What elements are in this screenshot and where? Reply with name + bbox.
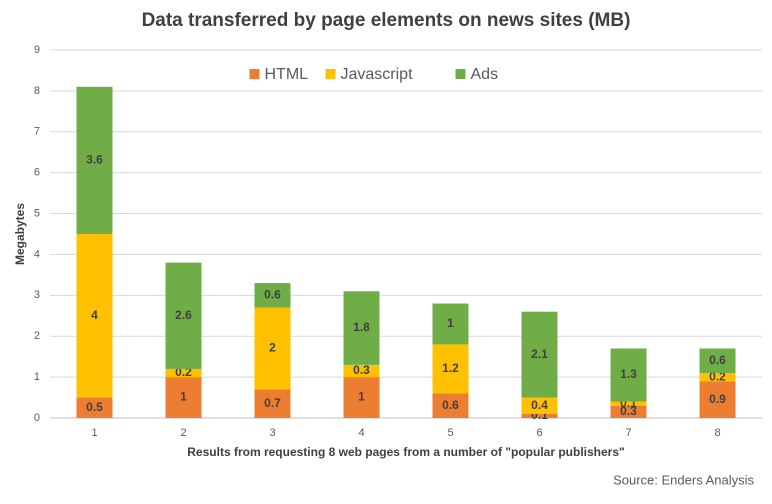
legend-swatch (455, 69, 466, 79)
x-tick-label: 4 (358, 427, 364, 439)
data-label: 2.6 (175, 308, 192, 322)
x-tick-label: 1 (91, 427, 97, 439)
data-label: 1 (447, 316, 454, 330)
legend-swatch (249, 69, 260, 79)
bar-segment (343, 364, 380, 378)
legend-label: Javascript (341, 66, 414, 83)
source-note: Source: Enders Analysis (613, 472, 754, 487)
bar-segment (699, 373, 736, 382)
y-tick-label: 0 (34, 412, 40, 424)
bar-segment (610, 348, 647, 402)
bar-segment (254, 283, 291, 308)
bar-segment (76, 397, 113, 418)
bar-segment (343, 291, 380, 365)
data-label: 4 (91, 308, 98, 322)
data-label: 0.3 (353, 363, 370, 377)
data-label: 1.3 (620, 367, 637, 381)
data-label: 1.8 (353, 320, 370, 334)
bar-segment (165, 377, 202, 418)
bar-segment (165, 368, 202, 378)
bar-segment (610, 405, 647, 418)
data-label: 0.6 (264, 288, 281, 302)
data-label: 0.4 (531, 398, 548, 412)
data-label: 2 (269, 341, 276, 355)
y-tick-label: 4 (34, 248, 40, 260)
data-label: 0.6 (709, 353, 726, 367)
chart-title: Data transferred by page elements on new… (142, 10, 631, 31)
data-label: 0.6 (442, 398, 459, 412)
data-label: 0.5 (86, 400, 103, 414)
bar-segment (254, 307, 291, 390)
y-tick-label: 3 (34, 289, 40, 301)
bar-segment (343, 377, 380, 418)
bar-segment (699, 348, 736, 374)
x-tick-label: 6 (536, 427, 542, 439)
x-tick-label: 3 (269, 427, 275, 439)
data-label: 0.7 (264, 396, 281, 410)
y-tick-label: 7 (34, 126, 40, 138)
bar-segment (76, 86, 113, 234)
bar-segment (610, 401, 647, 406)
data-label: 1.2 (442, 361, 459, 375)
legend-label: Ads (471, 66, 499, 83)
bar-segment (521, 311, 558, 398)
data-label: 0.9 (709, 392, 726, 406)
bar-segment (432, 393, 469, 418)
y-tick-label: 2 (34, 330, 40, 342)
y-tick-label: 8 (34, 85, 40, 97)
data-label: 0.3 (620, 404, 637, 418)
bar-segment (521, 397, 558, 414)
y-tick-label: 6 (34, 167, 40, 179)
legend-swatch (325, 69, 336, 79)
bar-segment (432, 303, 469, 345)
x-tick-label: 7 (625, 427, 631, 439)
bar-segment (165, 262, 202, 369)
y-tick-label: 9 (34, 44, 40, 56)
bar-segment (699, 381, 736, 418)
y-axis-title: Megabytes (13, 203, 27, 265)
x-tick-label: 2 (180, 427, 186, 439)
bar-segment (254, 389, 291, 418)
data-label: 1 (358, 390, 365, 404)
data-label: 3.6 (86, 153, 103, 167)
data-label: 2.1 (531, 347, 548, 361)
bar-segment (432, 344, 469, 394)
bar-segment (521, 413, 558, 418)
x-tick-label: 8 (714, 427, 720, 439)
legend-label: HTML (265, 66, 309, 83)
y-tick-label: 1 (34, 371, 40, 383)
data-label: 1 (180, 390, 187, 404)
x-axis-title: Results from requesting 8 web pages from… (187, 445, 624, 459)
y-tick-label: 5 (34, 207, 40, 219)
bar-segment (76, 234, 113, 398)
x-tick-label: 5 (447, 427, 453, 439)
